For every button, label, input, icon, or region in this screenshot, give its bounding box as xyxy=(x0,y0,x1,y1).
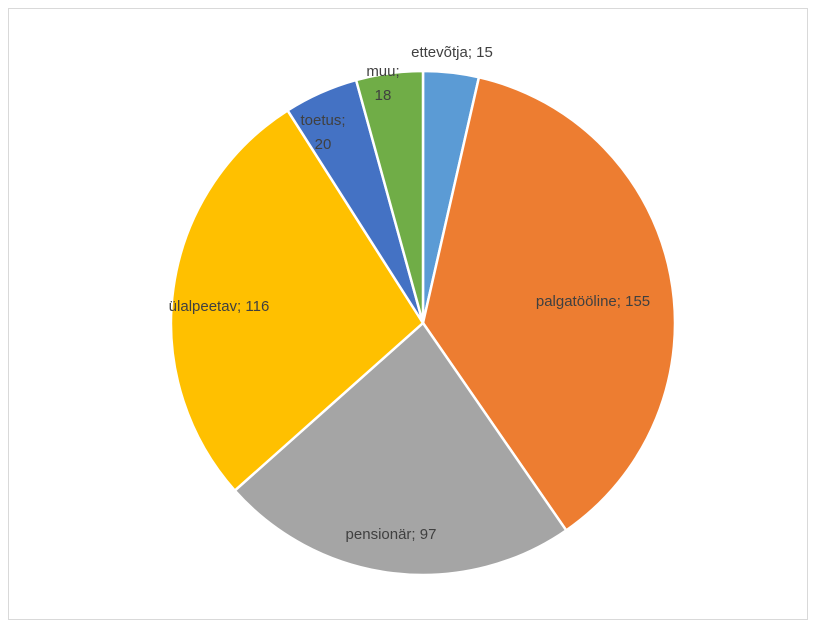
label-ettevotja: ettevõtja; 15 xyxy=(411,44,493,61)
slice-pensionar xyxy=(233,321,568,577)
label-pensionar: pensionär; 97 xyxy=(346,526,437,543)
label-muu-name: muu; xyxy=(366,63,399,80)
label-toetus-value: 20 xyxy=(315,136,332,153)
label-muu-value: 18 xyxy=(375,87,392,104)
label-toetus-name: toetus; xyxy=(300,112,345,129)
slice-muu xyxy=(354,69,425,324)
label-ulalpeetav: ülalpeetav; 116 xyxy=(169,298,270,315)
chart-area: ettevõtja; 15 palgatööline; 155 pensionä… xyxy=(8,8,808,620)
pie-slices xyxy=(169,69,677,577)
pie-chart: ettevõtja; 15 palgatööline; 155 pensionä… xyxy=(169,44,677,577)
label-palgatooline: palgatööline; 155 xyxy=(536,293,650,310)
slice-palgatooline xyxy=(421,75,677,533)
slice-ulalpeetav xyxy=(169,108,425,493)
